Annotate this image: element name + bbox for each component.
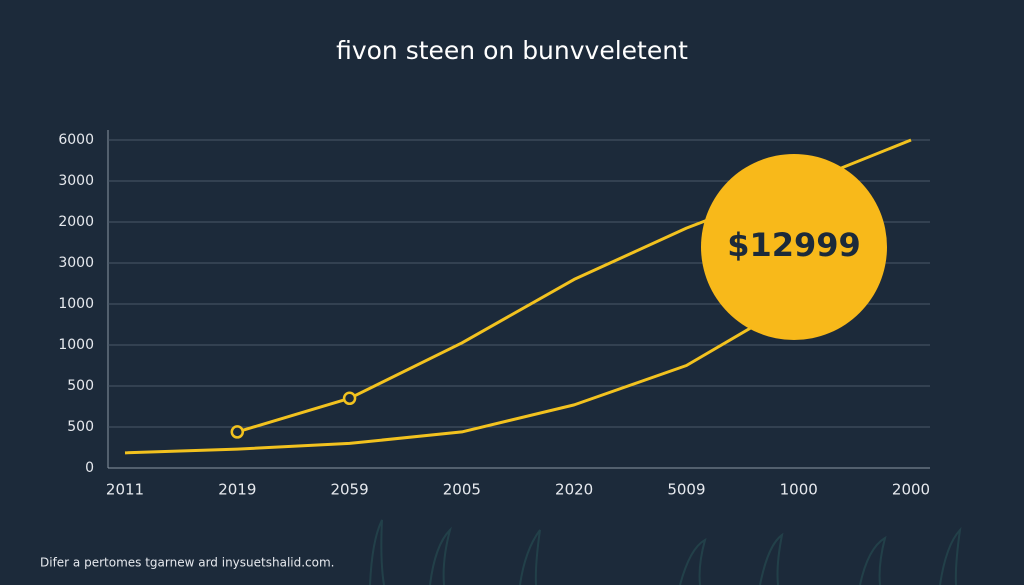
x-tick-label: 2005 — [443, 481, 481, 499]
y-tick-label: 6000 — [58, 132, 94, 148]
x-tick-label: 2000 — [892, 481, 930, 499]
y-tick-label: 1000 — [58, 337, 94, 353]
x-tick-label: 2059 — [330, 481, 368, 499]
y-tick-label: 3000 — [58, 255, 94, 271]
x-tick-label: 2020 — [555, 481, 593, 499]
y-tick-label: 2000 — [58, 214, 94, 230]
x-tick-label: 2019 — [218, 481, 256, 499]
chart-title: fivon steen on bunvveletent — [336, 36, 688, 65]
footer: Difer a pertomes tgarnew ard inysuetshal… — [40, 556, 334, 570]
line — [124, 298, 800, 455]
x-tick-label: 5009 — [667, 481, 705, 499]
x-tick-label: 2011 — [106, 481, 144, 499]
y-tick-label: 1000 — [58, 296, 94, 312]
y-tick-label: 500 — [67, 378, 94, 394]
point-marker — [342, 391, 357, 406]
grass-decoration — [369, 519, 962, 585]
annotation-bubble — [701, 154, 887, 340]
point-marker — [230, 425, 245, 439]
y-tick-label: 3000 — [58, 173, 94, 189]
annotation-text: $12999 — [727, 226, 861, 264]
x-tick-label: 1000 — [780, 481, 818, 499]
y-tick-label: 0 — [85, 460, 94, 476]
y-tick-label: 500 — [67, 419, 94, 435]
